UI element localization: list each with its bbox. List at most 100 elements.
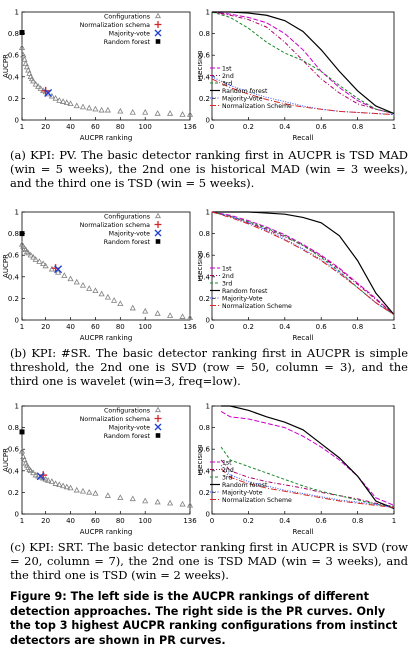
configuration-point: [30, 469, 37, 476]
legend-marker: [155, 406, 161, 413]
configuration-point: [26, 70, 33, 76]
legend-label: Majority-vote: [109, 231, 150, 238]
legend-label: Majority-vote: [109, 31, 150, 38]
y-axis-label: Precision: [198, 50, 204, 81]
configuration-point: [79, 282, 87, 288]
configuration-point: [67, 100, 74, 106]
plot-frame: [211, 405, 395, 515]
configuration-point: [42, 262, 49, 269]
configuration-point: [79, 487, 87, 494]
random-forest-point: [19, 429, 25, 435]
x-tick-label: 1: [392, 123, 396, 131]
configuration-point: [30, 253, 37, 260]
configuration-point: [25, 66, 32, 73]
configuration-point: [21, 56, 28, 62]
x-axis-label: Recall: [293, 134, 314, 142]
legend-label: 1st: [222, 65, 232, 72]
configuration-point: [117, 107, 124, 114]
legend-marker: [154, 221, 162, 228]
x-tick-label: 60: [91, 323, 100, 331]
configuration-point: [27, 467, 34, 473]
configuration-point: [129, 109, 136, 115]
configuration-point: [56, 97, 63, 103]
x-tick-label: 1: [20, 323, 24, 331]
figure-caption: Figure 9: The left side is the AUCPR ran…: [10, 590, 408, 648]
pr-curve-line: [211, 211, 395, 315]
pr-curve-line: [211, 211, 395, 315]
x-tick-label: 0.6: [316, 323, 328, 331]
y-tick-label: 0.4: [199, 467, 211, 475]
x-tick-label: 136: [183, 323, 197, 331]
legend-label: 2nd: [222, 467, 234, 474]
pr-chart-b: 0 0.2 0.4 0.6 0.8 1 0 0.2 0.4 0.6 0.8 1 Recall Precis…: [198, 209, 396, 343]
configuration-point: [154, 110, 161, 116]
configuration-point: [117, 300, 124, 306]
x-tick-label: 1: [20, 517, 24, 525]
configuration-point: [92, 490, 99, 496]
x-axis-label: AUCPR ranking: [80, 334, 133, 342]
x-tick-label: 100: [139, 517, 152, 525]
pr-curve-line: [221, 405, 395, 510]
x-tick-label: 0.2: [243, 517, 254, 525]
y-tick-label: 0: [15, 117, 19, 125]
y-tick-label: 0.4: [199, 73, 211, 81]
y-axis-label: Precision: [198, 444, 204, 475]
plot-frame: [21, 11, 191, 121]
legend-label: 3rd: [222, 474, 232, 481]
y-axis-label: Precision: [198, 250, 204, 281]
configuration-point: [56, 481, 63, 488]
configuration-point: [73, 278, 80, 285]
y-tick-label: 0.2: [199, 295, 210, 303]
y-tick-label: 1: [206, 209, 210, 217]
configuration-point: [86, 488, 93, 495]
y-tick-label: 0.2: [8, 489, 19, 497]
pr-curve-line: [211, 76, 395, 116]
pr-curve-line: [211, 11, 395, 115]
y-tick-label: 0: [206, 317, 210, 325]
x-tick-label: 40: [66, 323, 75, 331]
x-tick-label: 40: [66, 517, 75, 525]
x-tick-label: 1: [392, 517, 396, 525]
x-tick-label: 136: [183, 123, 197, 131]
y-tick-label: 0.8: [199, 30, 210, 38]
x-tick-label: 136: [183, 517, 197, 525]
legend-marker: [154, 415, 162, 422]
pr-curve-line: [211, 11, 395, 115]
configuration-point: [179, 313, 186, 319]
y-tick-label: 0.4: [8, 73, 20, 81]
y-axis-label: AUCPR: [2, 54, 10, 78]
configuration-point: [186, 314, 194, 321]
configuration-point: [52, 480, 59, 486]
majority-vote-point: [54, 265, 63, 274]
configuration-point: [23, 63, 31, 70]
configuration-point: [167, 499, 174, 506]
y-tick-label: 0.4: [8, 467, 20, 475]
x-tick-label: 0.8: [352, 517, 363, 525]
configuration-point: [142, 307, 149, 314]
configuration-point: [20, 51, 27, 58]
configuration-point: [32, 256, 39, 262]
x-tick-label: 0.2: [243, 323, 254, 331]
legend-label: Normalization schema: [80, 416, 151, 423]
x-axis-label: Recall: [293, 528, 314, 536]
legend-label: Majority-Vote: [222, 295, 263, 302]
y-tick-label: 0.6: [199, 252, 211, 260]
x-tick-label: 60: [91, 517, 100, 525]
panel-c: 0 0.2 0.4 0.6 0.8 1 1 20 40 60 80 100 136 AUCPR ranki…: [0, 394, 418, 589]
rank-chart-a: 0 0.2 0.4 0.6 0.8 1 1 20 40 60 80 100 136 AUCPR ranki…: [2, 9, 197, 143]
configuration-point: [48, 478, 55, 484]
configuration-point: [142, 497, 149, 504]
x-tick-label: 0: [210, 123, 214, 131]
legend-marker: [154, 21, 162, 28]
configuration-point: [142, 109, 149, 115]
y-tick-label: 0: [206, 511, 210, 519]
configuration-point: [92, 105, 99, 112]
x-tick-label: 20: [41, 123, 50, 131]
legend-label: 3rd: [222, 80, 232, 87]
legend-label: Random forest: [104, 433, 151, 440]
configuration-point: [21, 456, 28, 463]
legend-label: Majority-Vote: [222, 489, 263, 496]
y-tick-label: 0: [15, 511, 19, 519]
x-tick-label: 0.4: [279, 517, 291, 525]
y-tick-label: 1: [206, 9, 210, 17]
